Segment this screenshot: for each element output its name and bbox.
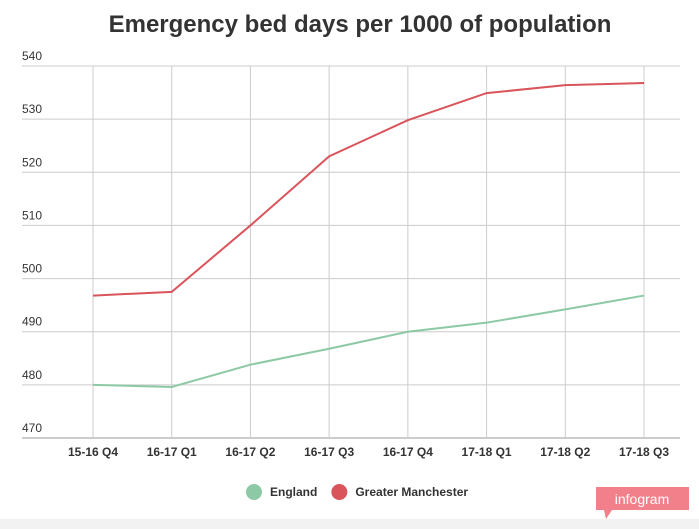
y-tick-label: 480 <box>22 368 42 382</box>
branding: infogram <box>615 491 669 507</box>
y-tick-label: 510 <box>22 208 42 222</box>
legend-marker <box>246 484 262 500</box>
x-tick-label: 16-17 Q1 <box>147 445 197 459</box>
x-tick-label: 16-17 Q3 <box>304 445 354 459</box>
series-line <box>92 82 645 297</box>
branding-badge <box>596 487 689 519</box>
legend-label: Greater Manchester <box>355 485 468 499</box>
y-tick-label: 490 <box>22 315 42 329</box>
x-tick-label: 17-18 Q2 <box>540 445 590 459</box>
x-tick-label: 16-17 Q2 <box>225 445 275 459</box>
x-tick-label: 17-18 Q3 <box>619 445 669 459</box>
x-tick-label: 17-18 Q1 <box>462 445 512 459</box>
y-tick-label: 540 <box>22 49 42 63</box>
y-tick-label: 470 <box>22 421 42 435</box>
y-tick-label: 500 <box>22 262 42 276</box>
x-tick-label: 15-16 Q4 <box>68 445 118 459</box>
legend-marker <box>331 484 348 500</box>
x-tick-label: 16-17 Q4 <box>383 445 433 459</box>
footer-band <box>0 519 699 529</box>
legend-label: England <box>270 485 317 499</box>
y-tick-label: 530 <box>22 102 42 116</box>
series-line <box>92 294 645 388</box>
chart-title: Emergency bed days per 1000 of populatio… <box>109 11 612 38</box>
y-tick-label: 520 <box>22 155 42 169</box>
